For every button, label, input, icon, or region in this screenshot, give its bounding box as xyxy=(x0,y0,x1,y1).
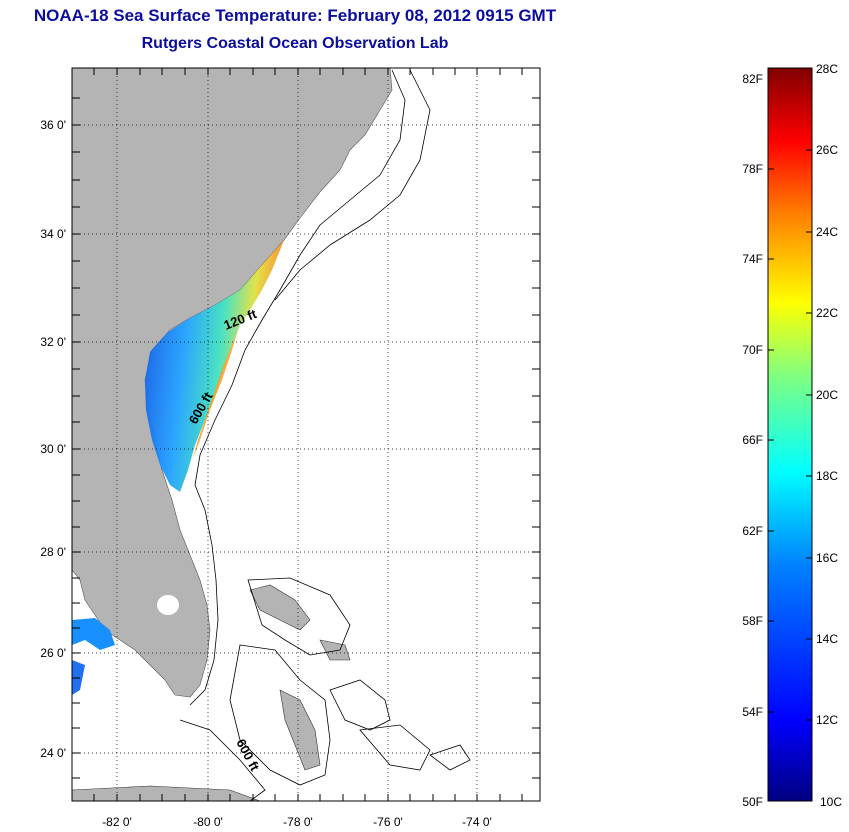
colorbar-label-28C: 28C xyxy=(816,62,838,76)
lon-label-74: -74 0' xyxy=(462,815,492,829)
lat-label-26: 26 0' xyxy=(40,646,66,660)
lat-label-24: 24 0' xyxy=(40,746,66,760)
andros-island xyxy=(279,689,321,771)
colorbar-label-12C: 12C xyxy=(816,713,838,727)
colorbar-label-82F: 82F xyxy=(742,72,763,86)
colorbar-label-16C: 16C xyxy=(816,551,838,565)
colorbar-label-10C: 10C xyxy=(820,795,842,809)
map-title: NOAA-18 Sea Surface Temperature: Februar… xyxy=(33,6,557,25)
colorbar-label-58F: 58F xyxy=(742,614,763,628)
cuba-coast xyxy=(72,785,261,801)
gulf-sst-patch xyxy=(72,618,115,650)
bahamas-island-2 xyxy=(319,639,351,661)
lake-okeechobee xyxy=(157,595,179,615)
colorbar-label-18C: 18C xyxy=(816,469,838,483)
sst-data-swath xyxy=(145,240,284,492)
colorbar-label-50F: 50F xyxy=(742,795,763,809)
colorbar xyxy=(767,67,813,802)
colorbar-ticks xyxy=(768,149,812,721)
colorbar-label-78F: 78F xyxy=(742,162,763,176)
map-frame xyxy=(71,67,541,802)
lon-label-82: -82 0' xyxy=(102,815,132,829)
colorbar-label-20C: 20C xyxy=(816,388,838,402)
warm-gulf-stream-edge xyxy=(192,330,238,460)
colorbar-label-74F: 74F xyxy=(742,252,763,266)
lat-label-28: 28 0' xyxy=(40,545,66,559)
axis-ticks xyxy=(72,68,540,801)
bahamas-island-1 xyxy=(249,584,311,631)
lat-label-36: 36 0' xyxy=(40,118,66,132)
colorbar-label-24C: 24C xyxy=(816,225,838,239)
bathymetry-contours xyxy=(179,69,471,801)
lat-label-34: 34 0' xyxy=(40,227,66,241)
mainland-land xyxy=(72,68,393,698)
colorbar-label-70F: 70F xyxy=(742,343,763,357)
colorbar-label-14C: 14C xyxy=(816,632,838,646)
lon-label-78: -78 0' xyxy=(283,815,313,829)
map-subtitle: Rutgers Coastal Ocean Observation Lab xyxy=(141,35,449,52)
colorbar-label-26C: 26C xyxy=(816,143,838,157)
colorbar-label-22C: 22C xyxy=(816,306,838,320)
lon-label-76: -76 0' xyxy=(373,815,403,829)
colorbar-label-54F: 54F xyxy=(742,705,763,719)
lon-label-80: -80 0' xyxy=(193,815,223,829)
lat-label-30: 30 0' xyxy=(40,442,66,456)
lat-label-32: 32 0' xyxy=(40,335,66,349)
colorbar-label-66F: 66F xyxy=(742,433,763,447)
colorbar-label-62F: 62F xyxy=(742,524,763,538)
